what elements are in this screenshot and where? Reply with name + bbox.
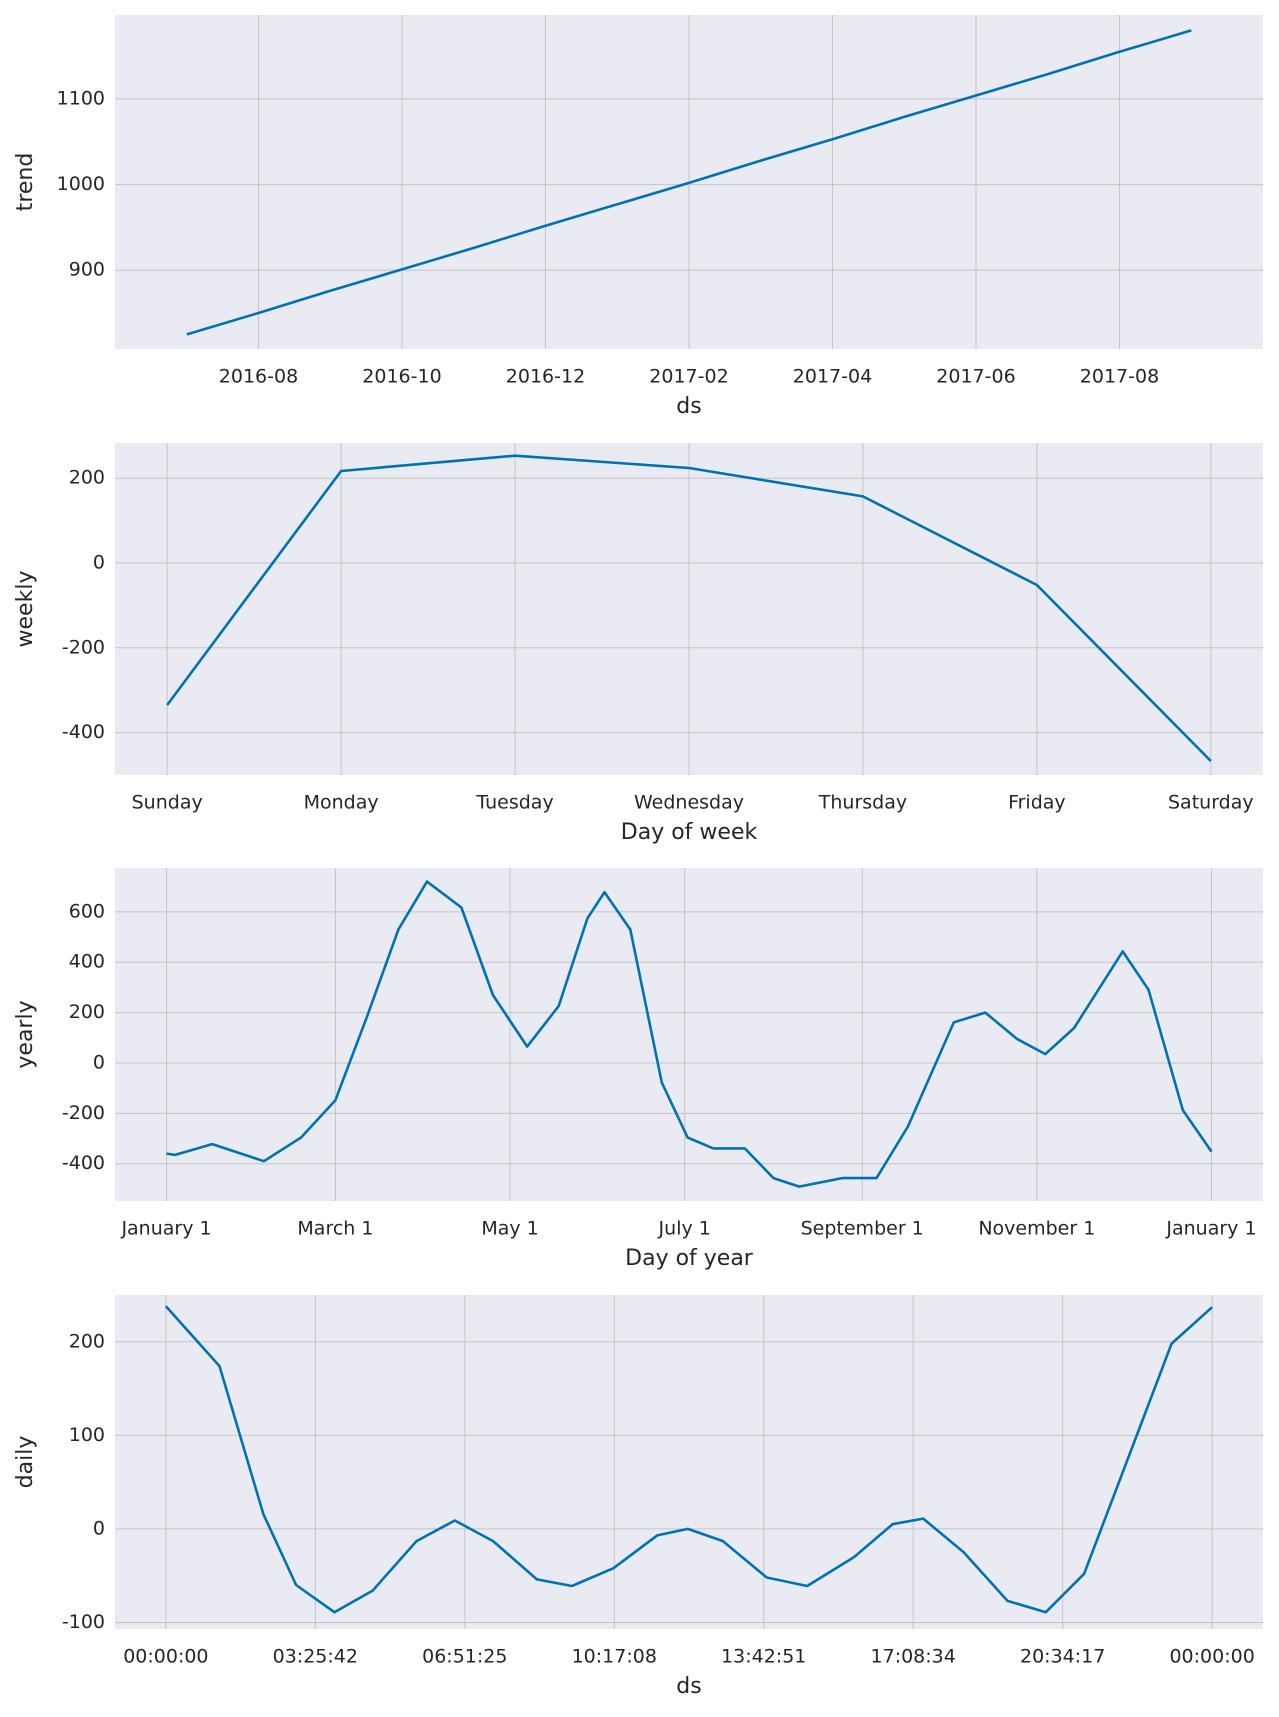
- x-tick-label: 13:42:51: [721, 1646, 806, 1668]
- x-tick-label: 00:00:00: [123, 1646, 208, 1668]
- x-tick-label: 2017-08: [1080, 366, 1159, 388]
- y-tick-label: 600: [69, 900, 105, 922]
- x-tick-label: 00:00:00: [1169, 1646, 1254, 1668]
- x-tick-label: 03:25:42: [273, 1646, 358, 1668]
- series-line: [186, 29, 1192, 336]
- x-tick-label: Sunday: [132, 792, 203, 814]
- y-axis-label: weekly: [13, 571, 38, 648]
- series-line: [164, 1305, 1213, 1614]
- x-tick-label: 2017-04: [793, 366, 872, 388]
- y-axis-label: trend: [13, 153, 38, 212]
- x-tick-label: March 1: [297, 1218, 373, 1240]
- y-tick-label: 200: [69, 1330, 105, 1352]
- plot-area: [115, 868, 1263, 1201]
- x-tick-label: May 1: [481, 1218, 538, 1240]
- x-tick-label: Saturday: [1168, 792, 1254, 814]
- x-axis-label: ds: [676, 394, 701, 419]
- x-axis-label: Day of week: [621, 820, 758, 845]
- x-tick-label: Wednesday: [634, 792, 744, 814]
- series-line: [166, 880, 1213, 1188]
- y-tick-label: -400: [62, 1152, 105, 1174]
- x-tick-label: Thursday: [818, 792, 907, 814]
- x-tick-label: September 1: [801, 1218, 924, 1240]
- series-line: [166, 454, 1212, 762]
- y-tick-label: 200: [69, 1001, 105, 1023]
- y-axis-label: daily: [13, 1436, 38, 1489]
- x-tick-label: 20:34:17: [1020, 1646, 1105, 1668]
- plot-area: [115, 1295, 1263, 1629]
- x-tick-label: 06:51:25: [422, 1646, 507, 1668]
- y-tick-label: 900: [69, 259, 105, 281]
- y-tick-label: 1000: [57, 173, 105, 195]
- x-axis-label: Day of year: [625, 1246, 754, 1271]
- x-axis-label: ds: [676, 1674, 701, 1699]
- x-tick-label: Tuesday: [475, 792, 553, 814]
- y-tick-label: 200: [69, 467, 105, 489]
- x-tick-label: 10:17:08: [572, 1646, 657, 1668]
- x-tick-label: Friday: [1008, 792, 1066, 814]
- y-tick-label: -400: [62, 721, 105, 743]
- x-tick-label: 2016-10: [362, 366, 441, 388]
- x-tick-label: November 1: [978, 1218, 1095, 1240]
- x-tick-label: January 1: [1165, 1218, 1256, 1240]
- x-tick-label: January 1: [120, 1218, 211, 1240]
- y-tick-label: 100: [69, 1424, 105, 1446]
- y-tick-label: 1100: [57, 87, 105, 109]
- x-tick-label: 2016-08: [219, 366, 298, 388]
- y-tick-label: -200: [62, 636, 105, 658]
- x-tick-label: 17:08:34: [871, 1646, 956, 1668]
- x-tick-label: 2017-06: [936, 366, 1015, 388]
- x-tick-label: 2017-02: [649, 366, 728, 388]
- y-tick-label: 0: [93, 1517, 105, 1539]
- y-axis-label: yearly: [13, 1000, 38, 1068]
- y-tick-label: 400: [69, 951, 105, 973]
- y-tick-label: 0: [93, 551, 105, 573]
- x-tick-label: July 1: [658, 1218, 711, 1240]
- x-tick-label: 2016-12: [506, 366, 585, 388]
- y-tick-label: 0: [93, 1051, 105, 1073]
- y-tick-label: -100: [62, 1611, 105, 1633]
- y-tick-label: -200: [62, 1102, 105, 1124]
- x-tick-label: Monday: [304, 792, 379, 814]
